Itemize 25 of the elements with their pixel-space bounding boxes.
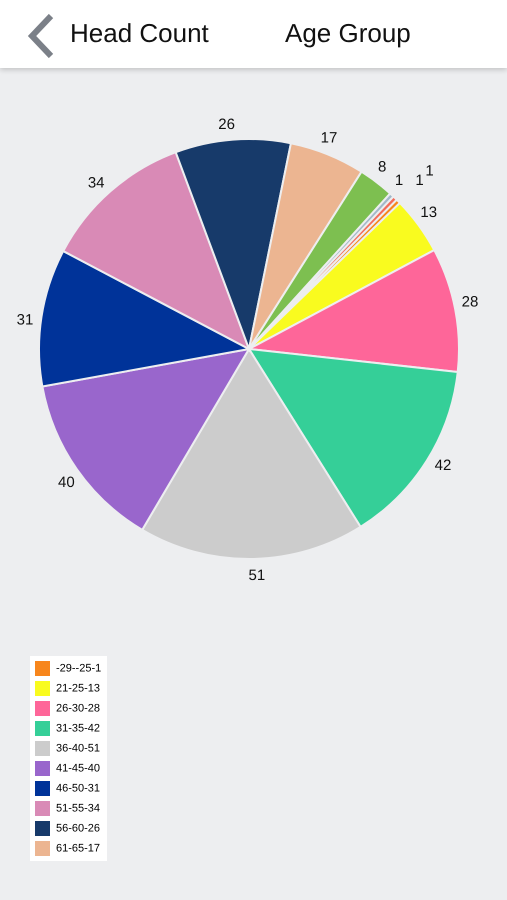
data-label: 31 (16, 311, 34, 328)
data-label: 1 (394, 172, 404, 190)
legend-label: 61-65-17 (56, 842, 100, 854)
data-label: 42 (434, 456, 452, 474)
data-label: 17 (320, 130, 338, 147)
legend-label: 21-25-13 (56, 682, 100, 694)
legend-label: 31-35-42 (56, 722, 100, 734)
legend-label: 26-30-28 (56, 702, 100, 714)
data-label: 34 (88, 174, 105, 192)
legend-label: 51-55-34 (56, 802, 100, 814)
legend-label: -29--25-1 (56, 662, 102, 674)
legend-label: 46-50-31 (56, 782, 100, 794)
data-label: 51 (248, 566, 266, 584)
data-label: 13 (420, 204, 438, 221)
data-label: 1 (415, 172, 424, 190)
data-label: 40 (58, 474, 75, 492)
legend-label: 56-60-26 (56, 822, 100, 834)
text: Head Count (70, 18, 209, 48)
data-label: 8 (378, 158, 386, 176)
data-label: 26 (218, 116, 235, 134)
data-label: 28 (462, 293, 478, 310)
text: Age Group (285, 18, 411, 48)
data-label: 1 (425, 162, 434, 180)
legend-label: 41-45-40 (56, 762, 100, 774)
legend-label: 36-40-51 (56, 742, 100, 754)
